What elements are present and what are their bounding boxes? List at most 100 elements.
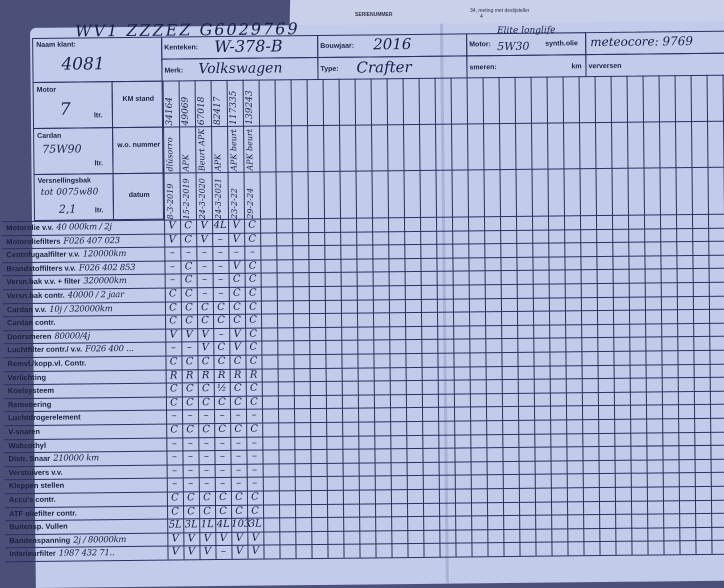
row-mark: C <box>248 219 256 231</box>
row-label: ATF oliefilter contr. <box>9 508 77 518</box>
row-mark: C <box>232 287 241 299</box>
wo-nummer-value: Beurt APK <box>197 128 207 172</box>
row-mark: – <box>236 464 242 476</box>
row-label: Bandenspanning <box>9 535 71 546</box>
row-mark: 4L <box>216 519 230 531</box>
naam-klant-box: Naam klant: 4081 <box>32 36 163 83</box>
datum-value: 29-2-24 <box>245 187 256 219</box>
row-mark: C <box>201 383 210 395</box>
row-mark: C <box>217 355 226 368</box>
grid-column-line <box>418 77 425 557</box>
row-mark: C <box>202 396 210 409</box>
row-mark: – <box>218 328 224 340</box>
row-mark: C <box>185 315 193 327</box>
row-mark: C <box>249 328 258 340</box>
row-mark: V <box>233 328 241 340</box>
table-row-heading: Centrifugaalfilter v.v. 120000km <box>6 249 126 260</box>
row-mark: C <box>184 233 193 245</box>
row-mark: V <box>203 532 212 545</box>
row-mark: V <box>219 532 228 544</box>
bouwjaar-label: Bouwjaar: <box>320 42 355 50</box>
row-mark: ½ <box>216 383 227 395</box>
row-mark: C <box>217 301 225 313</box>
row-note: 320000km <box>83 276 127 287</box>
row-mark: – <box>172 478 178 490</box>
row-mark: C <box>186 424 195 436</box>
row-mark: V <box>233 342 242 354</box>
table-row-heading: Versn.bak contr. 40000 / 2 jaar <box>7 290 124 301</box>
table-row-heading: Luchtfilter contr./ v.v. F026 400 ... <box>7 344 133 355</box>
background-note: 34, meting met destijsteller <box>470 8 530 14</box>
row-mark: C <box>186 397 194 409</box>
grid-row-line <box>4 403 724 413</box>
row-label: Doorsmeren <box>7 331 52 342</box>
km-stand-value: 139243 <box>244 90 256 125</box>
table-row-heading: Buitensp. Vullen <box>9 522 68 532</box>
grid-column-line <box>530 76 537 556</box>
row-mark: – <box>219 451 226 463</box>
row-label: Verstuivers v.v. <box>8 467 63 478</box>
row-mark: C <box>250 423 259 435</box>
row-mark: V <box>251 546 260 558</box>
table-row-heading: Brandstoffilters v.v. F026 402 853 <box>6 263 135 274</box>
kenteken-label: Kenteken: <box>164 44 199 52</box>
row-label: Luchtfilter contr./ v.v. <box>7 344 83 355</box>
row-mark: C <box>218 423 227 436</box>
row-mark: C <box>233 355 242 367</box>
km-stand-value: 49069 <box>180 96 192 126</box>
row-label: Accu's contr. <box>8 494 56 505</box>
row-mark: – <box>251 437 257 449</box>
cardan-unit: ltr. <box>94 160 104 168</box>
row-note: F026 400 ... <box>85 344 134 355</box>
row-mark: – <box>204 478 210 490</box>
smeren-label: smeren: <box>469 64 497 72</box>
datum-value: 24-3-2021 <box>213 177 224 220</box>
row-mark: – <box>217 233 223 245</box>
row-mark: C <box>249 342 258 354</box>
km-stand-value: 34164 <box>164 96 176 126</box>
row-mark: – <box>170 342 176 354</box>
row-mark: R <box>169 370 178 382</box>
grid-column-line <box>626 75 633 555</box>
row-mark: C <box>169 356 178 368</box>
grid-row-line <box>4 430 724 440</box>
row-label: Cardan v.v. <box>6 304 47 314</box>
row-mark: C <box>203 505 211 517</box>
grid-column-line <box>402 78 409 558</box>
wo-label-box: w.o. nummer <box>112 126 164 175</box>
row-mark: C <box>251 505 259 517</box>
row-label: Interieurfilter <box>9 549 56 559</box>
row-mark: – <box>188 478 194 490</box>
row-label: Motoroliefilters <box>6 236 61 246</box>
motor-oil-label: Motor: <box>469 41 492 49</box>
row-mark: – <box>235 451 242 463</box>
row-note: 2j / 80000km <box>73 534 127 546</box>
grid-column-line <box>290 79 297 559</box>
row-mark: – <box>169 247 175 259</box>
row-mark: – <box>249 246 255 258</box>
grid-column-line <box>546 76 553 556</box>
row-label: Distr. Snaar <box>8 453 51 464</box>
grid-row-line <box>4 485 724 495</box>
table-row-heading: Verstuivers v.v. <box>9 467 63 477</box>
type-label: Type: <box>320 65 339 73</box>
row-mark: R <box>201 369 210 381</box>
row-mark: – <box>202 288 208 300</box>
row-mark: – <box>219 410 225 422</box>
datum-label-box: datum <box>112 172 165 221</box>
grid-column-line <box>690 75 697 555</box>
verversen-label: verversen <box>588 62 622 71</box>
table-row-heading: Kleppen stellen <box>9 481 65 491</box>
row-mark: C <box>219 491 227 504</box>
wo-nummer-value: APK beurt <box>245 128 255 171</box>
row-mark: C <box>187 492 195 504</box>
naam-klant-label: Naam klant: <box>36 41 76 49</box>
row-label: Brandstoffilters v.v. <box>6 263 76 274</box>
row-mark: V <box>200 233 208 245</box>
grid-row-line <box>3 322 724 332</box>
row-mark: – <box>251 410 257 422</box>
row-note: 40 000km / 2j <box>56 222 112 233</box>
grid-column-line <box>306 79 313 559</box>
row-mark: – <box>171 438 177 450</box>
table-row-heading: Distr. Snaar 210000 km <box>8 453 98 464</box>
